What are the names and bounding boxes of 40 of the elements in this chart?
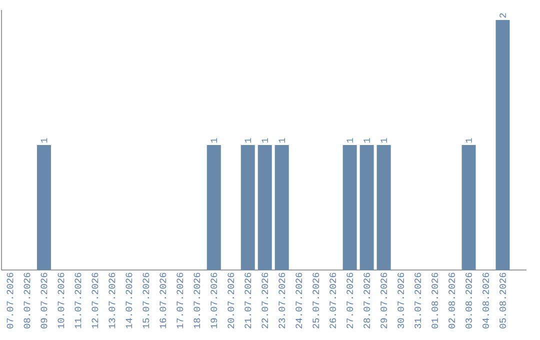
x-tick-label: 31.07.2026 [414, 272, 421, 328]
x-tick-label: 29.07.2026 [380, 272, 388, 328]
x-tick-label: 21.07.2026 [244, 272, 252, 328]
x-tick-label: 04.08.2026 [482, 272, 489, 328]
x-tick-label: 07.07.2026 [6, 272, 14, 328]
x-tick-label: 28.07.2026 [364, 272, 370, 328]
x-tick-label: 27.07.2026 [346, 272, 354, 328]
x-tick-label: 08.07.2026 [24, 272, 30, 328]
data-label: 1 [466, 138, 472, 143]
x-tick-label: 26.07.2026 [330, 272, 336, 328]
data-label: 1 [364, 138, 370, 143]
x-tick-label: 23.07.2026 [278, 272, 286, 328]
data-label: 1 [210, 138, 218, 143]
data-label: 1 [244, 138, 251, 143]
x-tick-label: 10.07.2026 [58, 272, 64, 328]
x-tick-label: 22.07.2026 [262, 272, 268, 328]
data-label: 1 [40, 138, 48, 143]
x-tick-label: 13.07.2026 [108, 272, 116, 328]
x-tick-label: 17.07.2026 [176, 272, 184, 328]
x-tick-label: 20.07.2026 [228, 272, 234, 328]
data-label: 1 [346, 138, 353, 143]
x-tick-label: 05.08.2026 [500, 272, 506, 328]
x-tick-label: 03.08.2026 [466, 272, 472, 328]
x-tick-label: 01.08.2026 [432, 272, 438, 328]
x-tick-label: 14.07.2026 [126, 272, 132, 328]
x-tick-label: 12.07.2026 [92, 272, 98, 328]
x-tick-label: 30.07.2026 [398, 272, 404, 328]
x-tick-label: 15.07.2026 [142, 272, 150, 328]
x-tick-label: 18.07.2026 [194, 272, 200, 328]
data-label: 1 [262, 138, 268, 143]
x-tick-label: 11.07.2026 [74, 272, 82, 328]
data-label: 1 [278, 138, 285, 143]
data-label: 1 [380, 138, 387, 143]
data-label: 2 [500, 13, 506, 18]
x-tick-label: 16.07.2026 [160, 272, 166, 328]
x-tick-label: 24.07.2026 [296, 272, 302, 328]
x-tick-label: 19.07.2026 [210, 272, 218, 328]
x-tick-label: 09.07.2026 [40, 272, 48, 328]
x-tick-label: 25.07.2026 [312, 272, 320, 328]
x-tick-label: 02.08.2026 [448, 272, 455, 328]
